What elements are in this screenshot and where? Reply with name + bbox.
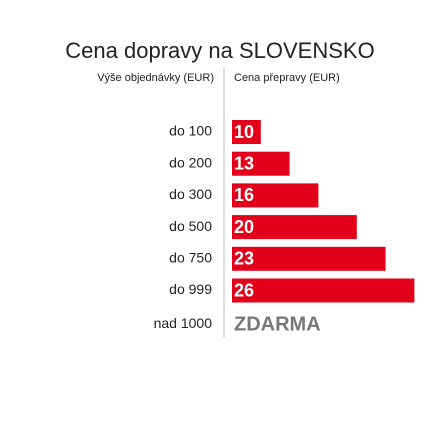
category-label: do 300: [169, 186, 212, 202]
category-label: nad 1000: [154, 315, 213, 331]
value-header: Cena přepravy (EUR): [234, 72, 340, 84]
value-label: 20: [234, 217, 254, 237]
chart-title: Cena dopravy na SLOVENSKO: [65, 38, 374, 63]
category-label: do 750: [169, 250, 212, 266]
category-label: do 100: [169, 123, 212, 139]
value-label: 13: [234, 153, 254, 173]
value-label: 16: [234, 185, 254, 205]
value-label: 23: [234, 249, 254, 269]
category-label: do 200: [169, 154, 212, 170]
category-header: Výše objednávky (EUR): [97, 72, 214, 84]
bar: [232, 120, 261, 144]
category-label: do 500: [169, 218, 212, 234]
bar: [232, 151, 290, 176]
bar: [232, 246, 386, 271]
value-label: 26: [234, 280, 254, 300]
category-label: do 999: [169, 281, 212, 297]
bar: [232, 183, 319, 208]
bar: [232, 215, 357, 240]
value-label: ZDARMA: [234, 313, 321, 335]
bar: [232, 278, 415, 303]
value-label: 10: [234, 122, 254, 142]
